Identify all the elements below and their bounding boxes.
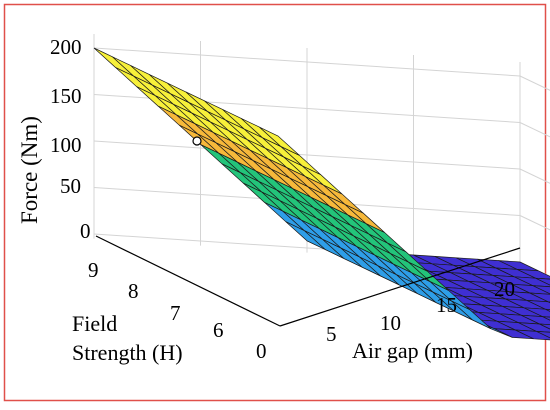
y-tick-label: 7 (170, 301, 181, 325)
y-tick-label: 8 (128, 279, 139, 303)
axis-line (96, 236, 280, 326)
x-tick-label: 15 (436, 293, 457, 317)
surface-patch (94, 48, 134, 76)
z-axis-label: Force (Nm) (17, 116, 42, 224)
y-axis-label-line1: Field (72, 311, 117, 336)
y-tick-label: 0 (256, 339, 267, 363)
z-tick-label: 0 (80, 219, 91, 243)
z-tick-label: 50 (60, 174, 81, 198)
data-cursor-marker (193, 137, 201, 145)
x-tick-label: 10 (380, 311, 401, 335)
y-tick-label: 9 (88, 258, 99, 282)
z-tick-label: 200 (50, 35, 82, 59)
z-tick-labels: 200 150 100 50 0 (50, 35, 91, 243)
z-tick-label: 100 (50, 133, 82, 157)
x-axis-label: Air gap (mm) (352, 338, 473, 363)
y-axis-label-line2: Strength (H) (72, 340, 183, 365)
z-tick-label: 150 (50, 84, 82, 108)
y-tick-label: 6 (213, 318, 224, 342)
x-tick-label: 5 (326, 322, 337, 346)
x-tick-label: 20 (494, 277, 515, 301)
surface-mesh (94, 48, 550, 350)
